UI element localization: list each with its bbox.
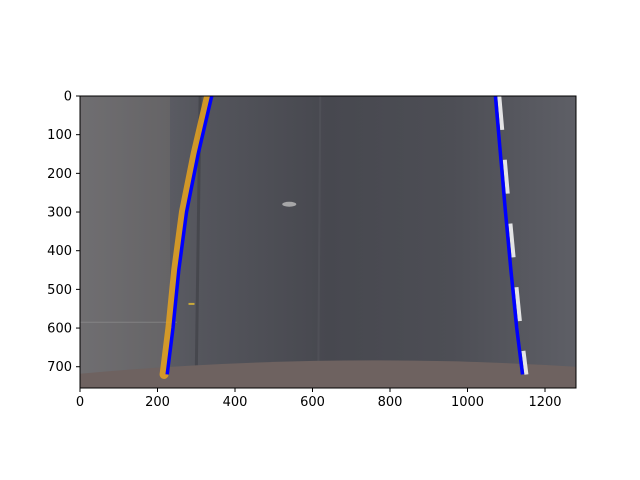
lane-marking-white [497, 96, 529, 375]
y-tick-label: 100 [47, 128, 72, 143]
x-tick-label: 200 [145, 395, 170, 410]
lane-lines [165, 96, 525, 375]
y-tick-label: 600 [47, 322, 72, 337]
y-axis: 0 100 200 300 400 500 600 700 [47, 90, 80, 375]
lane-marking-yellow [159, 96, 214, 379]
road-joint [317, 96, 322, 375]
road-mark-yellow [188, 302, 195, 305]
plot-area [80, 96, 576, 388]
road-image [80, 96, 576, 388]
x-tick-label: 1000 [451, 395, 484, 410]
x-tick-label: 400 [223, 395, 248, 410]
x-tick-label: 0 [76, 395, 84, 410]
x-tick-label: 600 [300, 395, 325, 410]
x-tick-label: 1200 [528, 395, 561, 410]
y-tick-label: 300 [47, 206, 72, 221]
car-hood [80, 360, 576, 388]
lane-fit-line-1 [165, 96, 214, 375]
x-axis: 0 200 400 600 800 1000 1200 [76, 388, 562, 410]
x-tick-label: 800 [378, 395, 403, 410]
y-tick-label: 400 [47, 244, 72, 259]
y-tick-label: 0 [64, 90, 72, 105]
road-shoulder-left [80, 96, 170, 388]
y-tick-label: 500 [47, 283, 72, 298]
axes-frame [79, 95, 577, 389]
road-mark [282, 201, 297, 207]
y-tick-label: 700 [47, 360, 72, 375]
y-tick-label: 200 [47, 167, 72, 182]
road-surface [80, 96, 576, 388]
lane-fit-line-2 [493, 96, 525, 375]
